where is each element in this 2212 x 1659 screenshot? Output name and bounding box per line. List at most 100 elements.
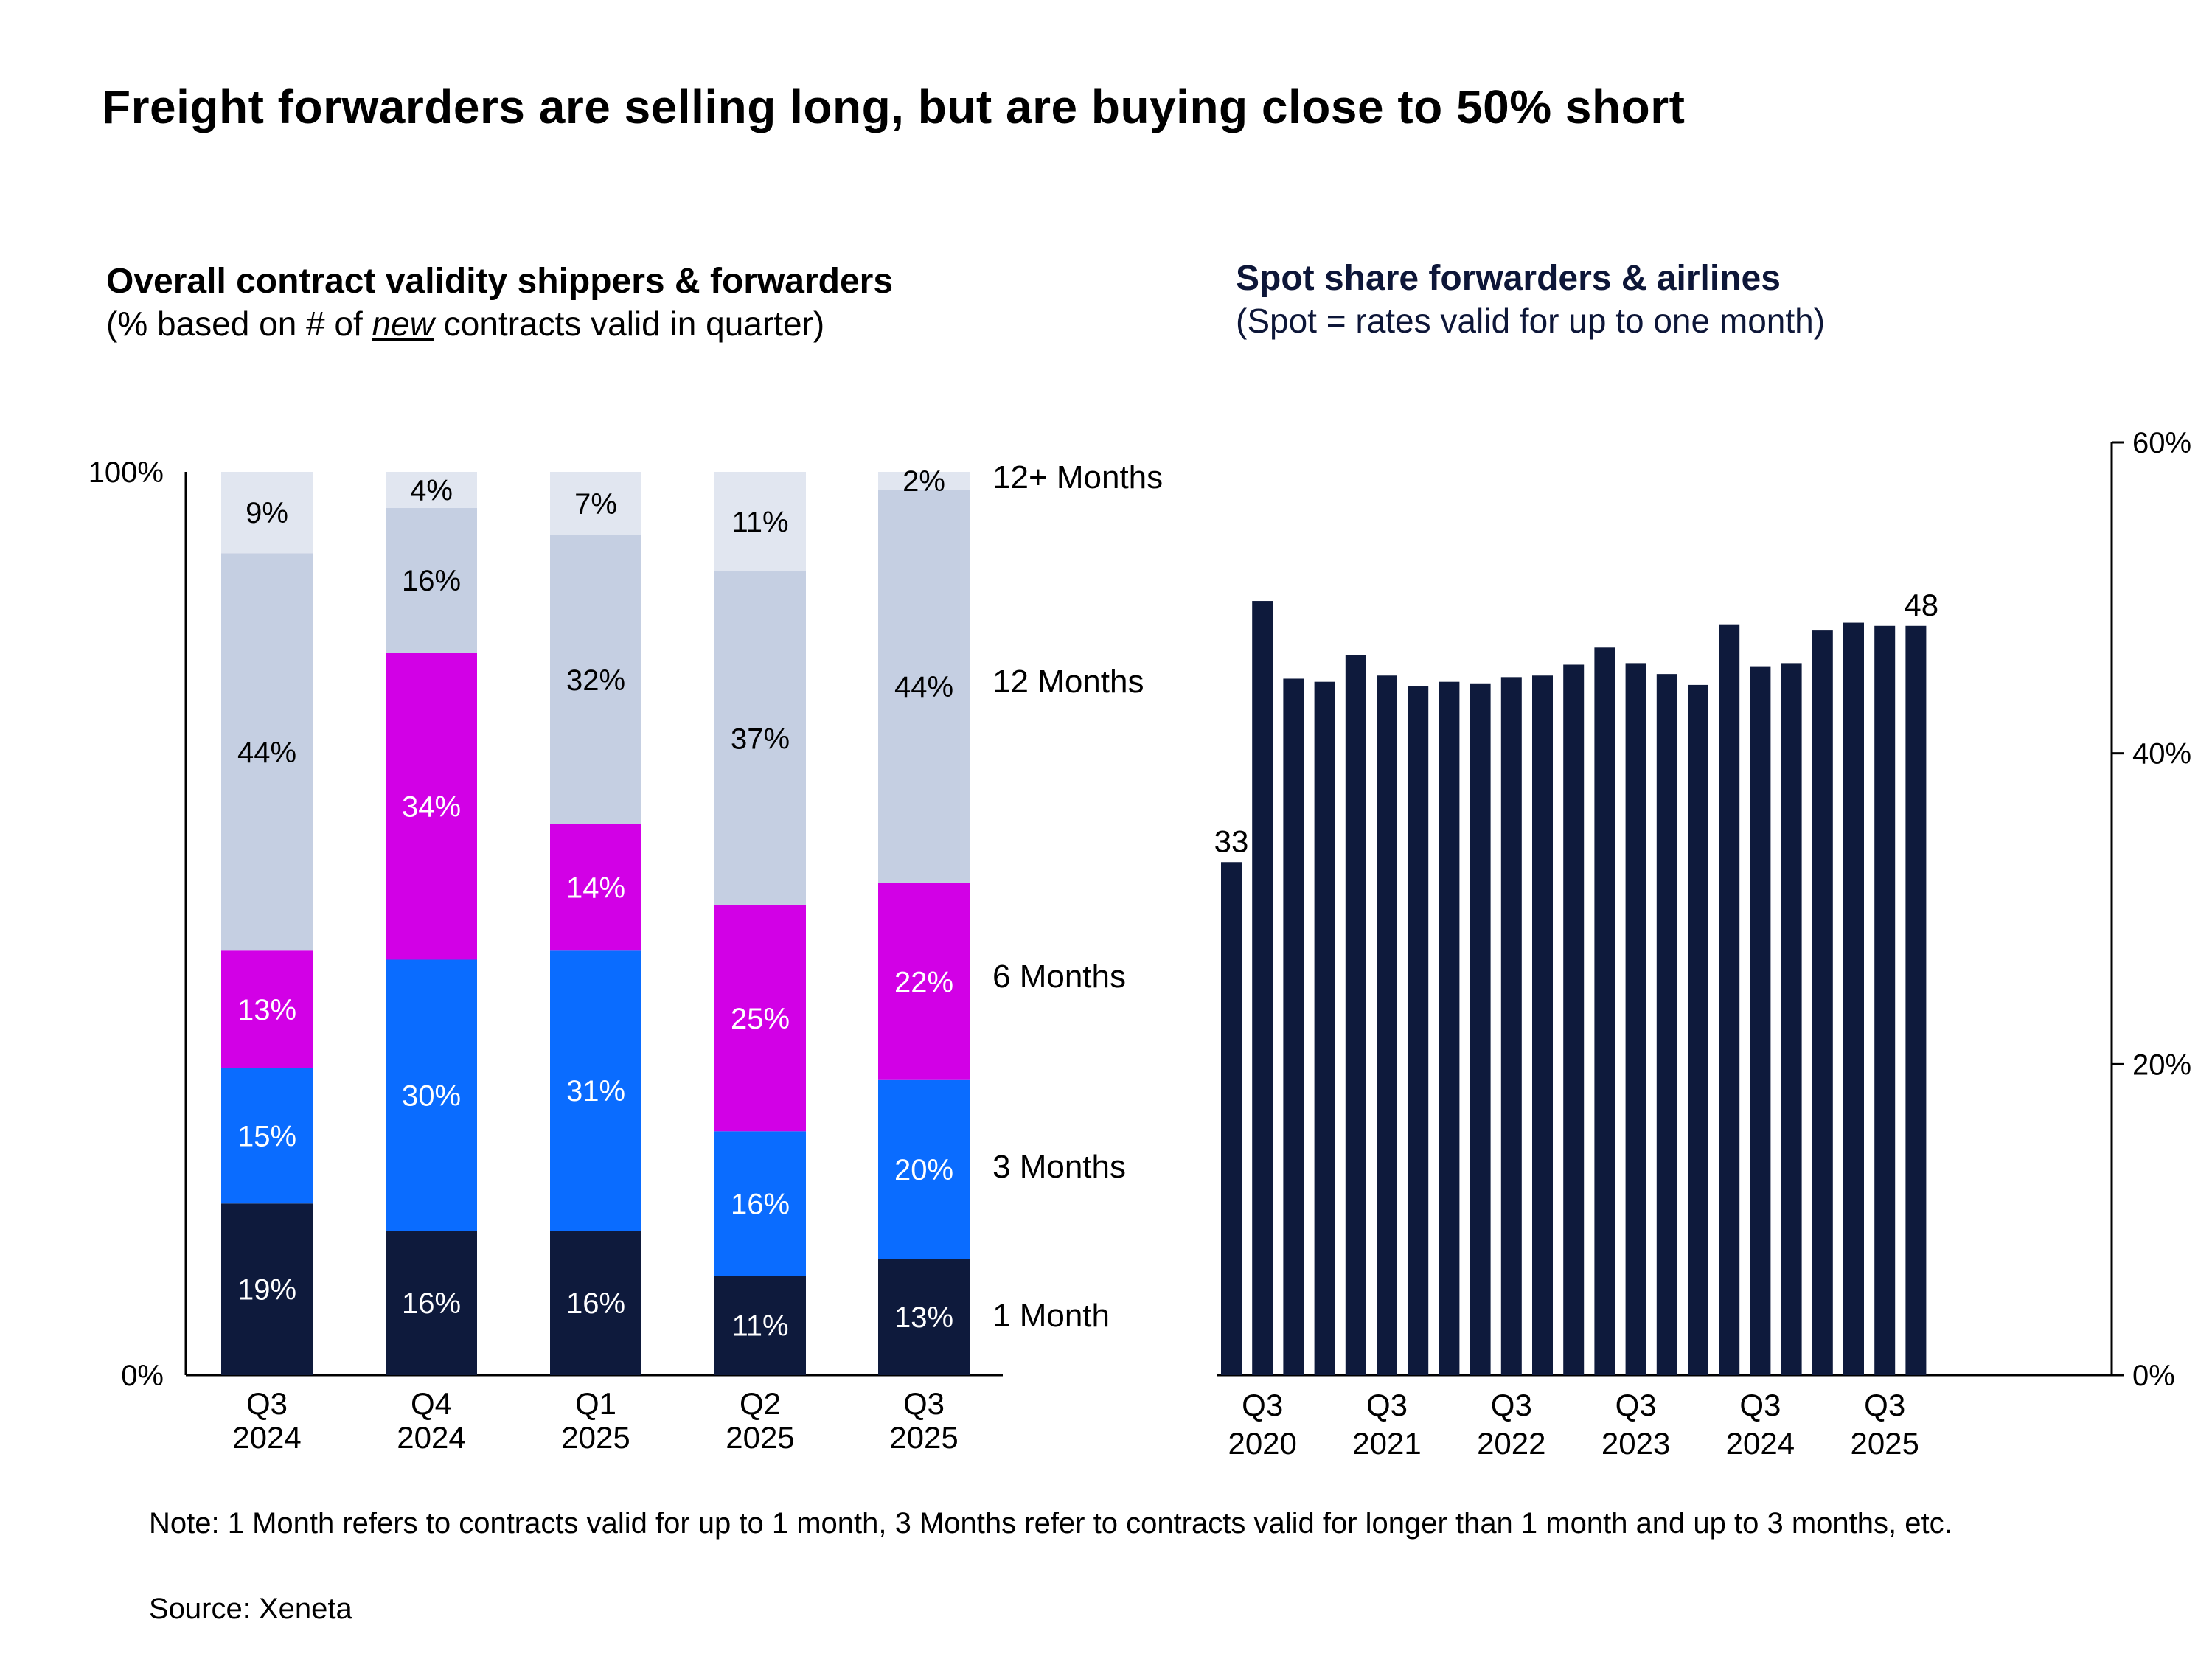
data-label-first: 33 bbox=[1214, 824, 1249, 858]
left-x-tick-label: Q1 bbox=[575, 1386, 616, 1421]
data-label-last: 48 bbox=[1904, 588, 1938, 622]
stacked-bar-segment bbox=[386, 653, 477, 960]
legend-label-1-month: 1 Month bbox=[992, 1298, 1110, 1334]
spot-share-bar bbox=[1750, 666, 1771, 1375]
data-label-12-months: 44% bbox=[894, 671, 953, 703]
stacked-bar-segment bbox=[386, 1231, 477, 1375]
stacked-bar-segment bbox=[550, 535, 641, 824]
spot-share-bar bbox=[1377, 675, 1397, 1375]
spot-share-bar bbox=[1408, 686, 1429, 1375]
spot-share-bar bbox=[1500, 677, 1522, 1375]
right-y-tick-label: 60% bbox=[2132, 427, 2191, 459]
legend-label-12-months: 12+ Months bbox=[992, 459, 1163, 495]
stacked-bar-segment bbox=[550, 824, 641, 951]
stacked-bar-segment bbox=[221, 553, 313, 951]
data-label-6-months: 13% bbox=[237, 994, 296, 1026]
data-label-3-months: 30% bbox=[402, 1079, 461, 1112]
data-label-1-month: 16% bbox=[566, 1287, 625, 1320]
spot-share-bar bbox=[1283, 678, 1304, 1375]
data-label-1-month: 11% bbox=[731, 1310, 788, 1343]
spot-share-bar bbox=[1345, 655, 1366, 1375]
spot-share-bar bbox=[1252, 601, 1273, 1375]
left-x-tick-label: 2025 bbox=[561, 1420, 630, 1455]
left-y-tick-label: 0% bbox=[121, 1360, 164, 1392]
data-label-12-months: 32% bbox=[566, 664, 625, 697]
right-x-tick-label: 2023 bbox=[1601, 1426, 1670, 1461]
stacked-bar-segment bbox=[878, 472, 970, 490]
data-label-1-month: 16% bbox=[402, 1287, 461, 1320]
data-label-3-months: 31% bbox=[566, 1075, 625, 1107]
right-x-tick-label: Q3 bbox=[1864, 1388, 1905, 1422]
footnote: Note: 1 Month refers to contracts valid … bbox=[149, 1507, 1952, 1540]
data-label-6-months: 14% bbox=[566, 872, 625, 905]
spot-share-bar bbox=[1439, 681, 1460, 1375]
stacked-bar-segment bbox=[878, 1079, 970, 1259]
data-label-3-months: 16% bbox=[731, 1188, 790, 1220]
data-label-6-months: 34% bbox=[402, 790, 461, 823]
left-subtitle-post: contracts valid in quarter) bbox=[434, 305, 825, 343]
left-x-tick-label: 2024 bbox=[397, 1420, 465, 1455]
stacked-bar-segment bbox=[878, 490, 970, 883]
data-label-6-months: 22% bbox=[894, 966, 953, 998]
left-x-tick-label: Q4 bbox=[411, 1386, 452, 1421]
legend-label-12-months: 12 Months bbox=[992, 664, 1144, 700]
data-label-12-months: 2% bbox=[902, 465, 945, 498]
left-subtitle-emphasis: new bbox=[372, 305, 434, 343]
spot-share-bar bbox=[1314, 681, 1335, 1375]
right-x-tick-label: 2020 bbox=[1228, 1426, 1296, 1461]
right-y-tick-label: 20% bbox=[2132, 1048, 2191, 1081]
stacked-bar-segment bbox=[714, 472, 806, 571]
stacked-bar-segment bbox=[878, 883, 970, 1080]
page-title: Freight forwarders are selling long, but… bbox=[102, 80, 1686, 133]
data-label-12-months: 4% bbox=[410, 475, 453, 507]
right-chart-title: Spot share forwarders & airlines bbox=[1236, 259, 1781, 298]
left-chart-subtitle: (% based on # of new contracts valid in … bbox=[106, 304, 824, 344]
stacked-bar-segment bbox=[221, 950, 313, 1068]
left-y-tick-label: 100% bbox=[88, 456, 164, 489]
stacked-bar-segment bbox=[221, 472, 313, 554]
spot-share-bar bbox=[1812, 630, 1833, 1375]
data-label-12-months: 9% bbox=[246, 497, 288, 529]
right-y-tick-label: 40% bbox=[2132, 738, 2191, 771]
spot-share-bar bbox=[1221, 862, 1242, 1375]
left-x-tick-label: Q3 bbox=[246, 1386, 288, 1421]
right-x-tick-label: 2022 bbox=[1477, 1426, 1545, 1461]
spot-share-bar bbox=[1905, 625, 1927, 1375]
stacked-bar-segment bbox=[386, 508, 477, 653]
data-label-12-months: 16% bbox=[402, 565, 461, 597]
legend-label-6-months: 6 Months bbox=[992, 959, 1126, 995]
right-y-tick-label: 0% bbox=[2132, 1360, 2175, 1392]
spot-share-bar bbox=[1874, 625, 1896, 1375]
stacked-bar-segment bbox=[714, 905, 806, 1132]
left-x-tick-label: Q3 bbox=[903, 1386, 945, 1421]
left-x-tick-label: 2024 bbox=[232, 1420, 301, 1455]
spot-share-bar bbox=[1594, 647, 1615, 1375]
right-x-tick-label: Q3 bbox=[1615, 1388, 1657, 1422]
stacked-bar-segment bbox=[878, 1259, 970, 1375]
spot-share-bar bbox=[1625, 663, 1646, 1375]
right-x-tick-label: 2025 bbox=[1850, 1426, 1919, 1461]
data-label-3-months: 15% bbox=[237, 1120, 296, 1152]
right-x-tick-label: Q3 bbox=[1366, 1388, 1408, 1422]
spot-share-bar bbox=[1688, 684, 1708, 1375]
stacked-bar-segment bbox=[386, 472, 477, 508]
stacked-bar-segment bbox=[221, 1068, 313, 1204]
stacked-bar-segment bbox=[550, 950, 641, 1231]
data-label-12-months: 11% bbox=[731, 506, 788, 538]
spot-share-bar bbox=[1470, 683, 1491, 1375]
stacked-bar-segment bbox=[221, 1203, 313, 1375]
stacked-bar-segment bbox=[386, 959, 477, 1231]
spot-share-bar bbox=[1719, 624, 1740, 1375]
spot-share-bar bbox=[1781, 663, 1802, 1375]
data-label-12-months: 37% bbox=[731, 723, 790, 755]
spot-share-bar bbox=[1656, 674, 1677, 1375]
stacked-bar-segment bbox=[714, 571, 806, 905]
right-x-tick-label: Q3 bbox=[1242, 1388, 1283, 1422]
data-label-12-months: 7% bbox=[574, 488, 617, 521]
left-subtitle-pre: (% based on # of bbox=[106, 305, 372, 343]
left-chart-title: Overall contract validity shippers & for… bbox=[106, 262, 894, 301]
right-chart-subtitle: (Spot = rates valid for up to one month) bbox=[1236, 302, 1826, 340]
left-x-tick-label: Q2 bbox=[740, 1386, 781, 1421]
data-label-3-months: 20% bbox=[894, 1154, 953, 1186]
